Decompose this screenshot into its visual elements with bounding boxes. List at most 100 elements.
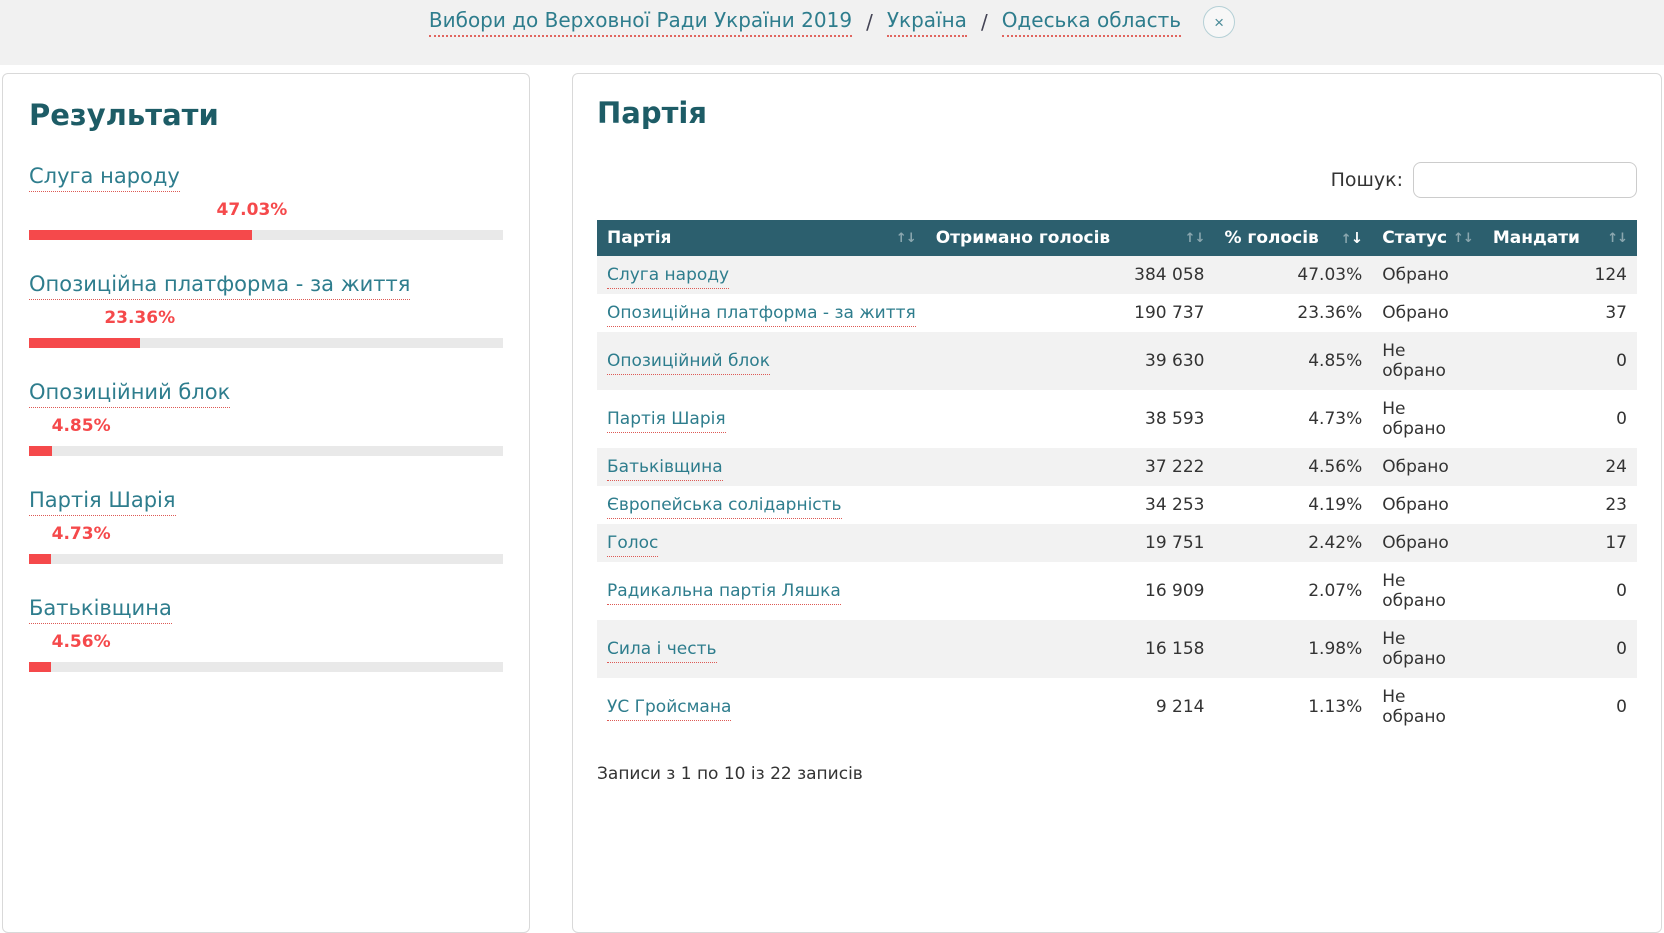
sort-icons: ↑↓ <box>896 231 917 246</box>
cell-percent: 2.07% <box>1308 581 1363 601</box>
table-party-link[interactable]: Європейська солідарність <box>607 495 842 519</box>
breadcrumb-link[interactable]: Вибори до Верховної Ради України 2019 <box>428 8 853 37</box>
table-party-link[interactable]: Слуга народу <box>607 265 730 289</box>
result-party-link[interactable]: Опозиційний блок <box>29 380 231 408</box>
column-header-label: Статус <box>1382 228 1448 248</box>
result-party-link[interactable]: Партія Шарія <box>29 488 176 516</box>
cell-percent: 4.19% <box>1308 495 1363 515</box>
cell-status: Обрано <box>1382 533 1449 553</box>
cell-mandates: 0 <box>1616 409 1627 429</box>
cell-mandates: 17 <box>1605 533 1627 553</box>
sort-icons: ↑↓ <box>1340 229 1364 247</box>
cell-votes: 16 158 <box>1145 639 1205 659</box>
sort-asc-icon: ↑ <box>1184 230 1196 246</box>
result-item: Опозиційний блок 4.85% <box>29 380 503 456</box>
breadcrumb: Вибори до Верховної Ради України 2019 / Ук… <box>428 6 1236 38</box>
result-percent-row: 4.56% <box>29 632 503 658</box>
cell-status: Не обрано <box>1382 399 1446 439</box>
results-list: Слуга народу 47.03% Опозиційна платформа -… <box>29 164 503 672</box>
table-row: Слуга народу 384 058 47.03% Обрано 124 <box>597 256 1637 294</box>
table-party-link[interactable]: Сила і честь <box>607 639 717 663</box>
cell-votes: 37 222 <box>1145 457 1205 477</box>
cell-mandates: 124 <box>1594 265 1627 285</box>
result-bar-fill <box>29 662 51 672</box>
result-bar-track <box>29 554 503 564</box>
column-header-% голосів[interactable]: % голосів ↑↓ <box>1214 220 1373 256</box>
column-header-inner: Мандати ↑↓ <box>1493 228 1628 248</box>
column-header-inner: Партія ↑↓ <box>607 228 917 248</box>
cell-status: Не обрано <box>1382 571 1446 611</box>
result-percent-label: 4.85% <box>51 416 111 436</box>
sort-desc-icon: ↓ <box>1462 230 1474 246</box>
table-party-link[interactable]: Голос <box>607 533 659 557</box>
cell-mandates: 0 <box>1616 697 1627 717</box>
result-item: Слуга народу 47.03% <box>29 164 503 240</box>
cell-votes: 38 593 <box>1145 409 1205 429</box>
cell-mandates: 37 <box>1605 303 1627 323</box>
cell-mandates: 24 <box>1605 457 1627 477</box>
table-party-link[interactable]: УС Гройсмана <box>607 697 732 721</box>
column-header-inner: % голосів ↑↓ <box>1224 228 1364 248</box>
cell-mandates: 0 <box>1616 351 1627 371</box>
sort-icons: ↑↓ <box>1184 230 1206 246</box>
cell-votes: 9 214 <box>1155 697 1205 717</box>
cell-party: Партія Шарія <box>597 390 926 448</box>
result-percent-label: 47.03% <box>216 200 288 220</box>
table-party-link[interactable]: Батьківщина <box>607 457 723 481</box>
cell-percent: 4.56% <box>1308 457 1363 477</box>
cell-status: Обрано <box>1382 457 1449 477</box>
column-header-Статус[interactable]: Статус ↑↓ <box>1372 220 1483 256</box>
breadcrumb-link[interactable]: Одеська область <box>1001 8 1182 37</box>
cell-votes: 39 630 <box>1145 351 1205 371</box>
result-party-link[interactable]: Опозиційна платформа - за життя <box>29 272 411 300</box>
cell-mandates: 23 <box>1605 495 1627 515</box>
cell-status: Не обрано <box>1382 687 1446 727</box>
column-header-Партія[interactable]: Партія ↑↓ <box>597 220 926 256</box>
cell-percent: 47.03% <box>1297 265 1363 285</box>
sort-asc-icon: ↑ <box>1340 232 1352 247</box>
top-breadcrumb-strip: Вибори до Верховної Ради України 2019 / Ук… <box>0 0 1664 65</box>
cell-mandates: 0 <box>1616 581 1627 601</box>
party-table-body: Слуга народу 384 058 47.03% Обрано 124 Опозиц… <box>597 256 1637 736</box>
table-party-link[interactable]: Партія Шарія <box>607 409 726 433</box>
breadcrumb-link[interactable]: Україна <box>886 8 967 37</box>
result-percent-label: 23.36% <box>104 308 176 328</box>
result-percent-row: 47.03% <box>29 200 503 226</box>
search-row: Пошук: <box>597 162 1637 198</box>
table-row: Радикальна партія Ляшка 16 909 2.07% Не обр… <box>597 562 1637 620</box>
result-bar-track <box>29 338 503 348</box>
sort-icons: ↑↓ <box>1607 231 1628 246</box>
column-header-inner: Отримано голосів ↑↓ <box>935 228 1206 248</box>
cell-status: Не обрано <box>1382 629 1446 669</box>
results-card: Результати Слуга народу 47.03% Опозиційна … <box>2 73 530 933</box>
column-header-Отримано голосів[interactable]: Отримано голосів ↑↓ <box>925 220 1215 256</box>
column-header-label: Отримано голосів <box>935 228 1111 248</box>
table-row: Європейська солідарність 34 253 4.19% Обран… <box>597 486 1637 524</box>
table-row: Батьківщина 37 222 4.56% Обрано 24 <box>597 448 1637 486</box>
table-party-link[interactable]: Опозиційний блок <box>607 351 770 375</box>
breadcrumb-close-button[interactable]: × <box>1203 6 1236 38</box>
search-input[interactable] <box>1413 162 1637 198</box>
table-party-link[interactable]: Опозиційна платформа - за життя <box>607 303 916 327</box>
sort-desc-icon: ↓ <box>1194 230 1206 246</box>
result-party-link[interactable]: Батьківщина <box>29 596 172 624</box>
cell-party: Слуга народу <box>597 256 926 294</box>
column-header-Мандати[interactable]: Мандати ↑↓ <box>1482 220 1637 256</box>
results-title: Результати <box>29 98 219 132</box>
cell-votes: 190 737 <box>1134 303 1205 323</box>
cell-votes: 16 909 <box>1145 581 1205 601</box>
table-header-row: Партія ↑↓ Отримано голосів ↑↓% голосів ↑↓ Ста… <box>597 220 1637 256</box>
table-party-link[interactable]: Радикальна партія Ляшка <box>607 581 841 605</box>
cell-party: Голос <box>597 524 926 562</box>
party-table: Партія ↑↓ Отримано голосів ↑↓% голосів ↑↓ Ста… <box>597 220 1637 736</box>
sort-desc-icon: ↓ <box>1350 229 1364 247</box>
cell-party: Європейська солідарність <box>597 486 926 524</box>
table-row: Опозиційний блок 39 630 4.85% Не обрано 0 <box>597 332 1637 390</box>
column-header-inner: Статус ↑↓ <box>1382 228 1474 248</box>
sort-asc-icon: ↑ <box>1453 230 1464 246</box>
search-label: Пошук: <box>1330 169 1403 191</box>
party-title: Партія <box>597 96 707 130</box>
table-row: Партія Шарія 38 593 4.73% Не обрано 0 <box>597 390 1637 448</box>
result-party-link[interactable]: Слуга народу <box>29 164 180 192</box>
table-row: УС Гройсмана 9 214 1.13% Не обрано 0 <box>597 678 1637 736</box>
